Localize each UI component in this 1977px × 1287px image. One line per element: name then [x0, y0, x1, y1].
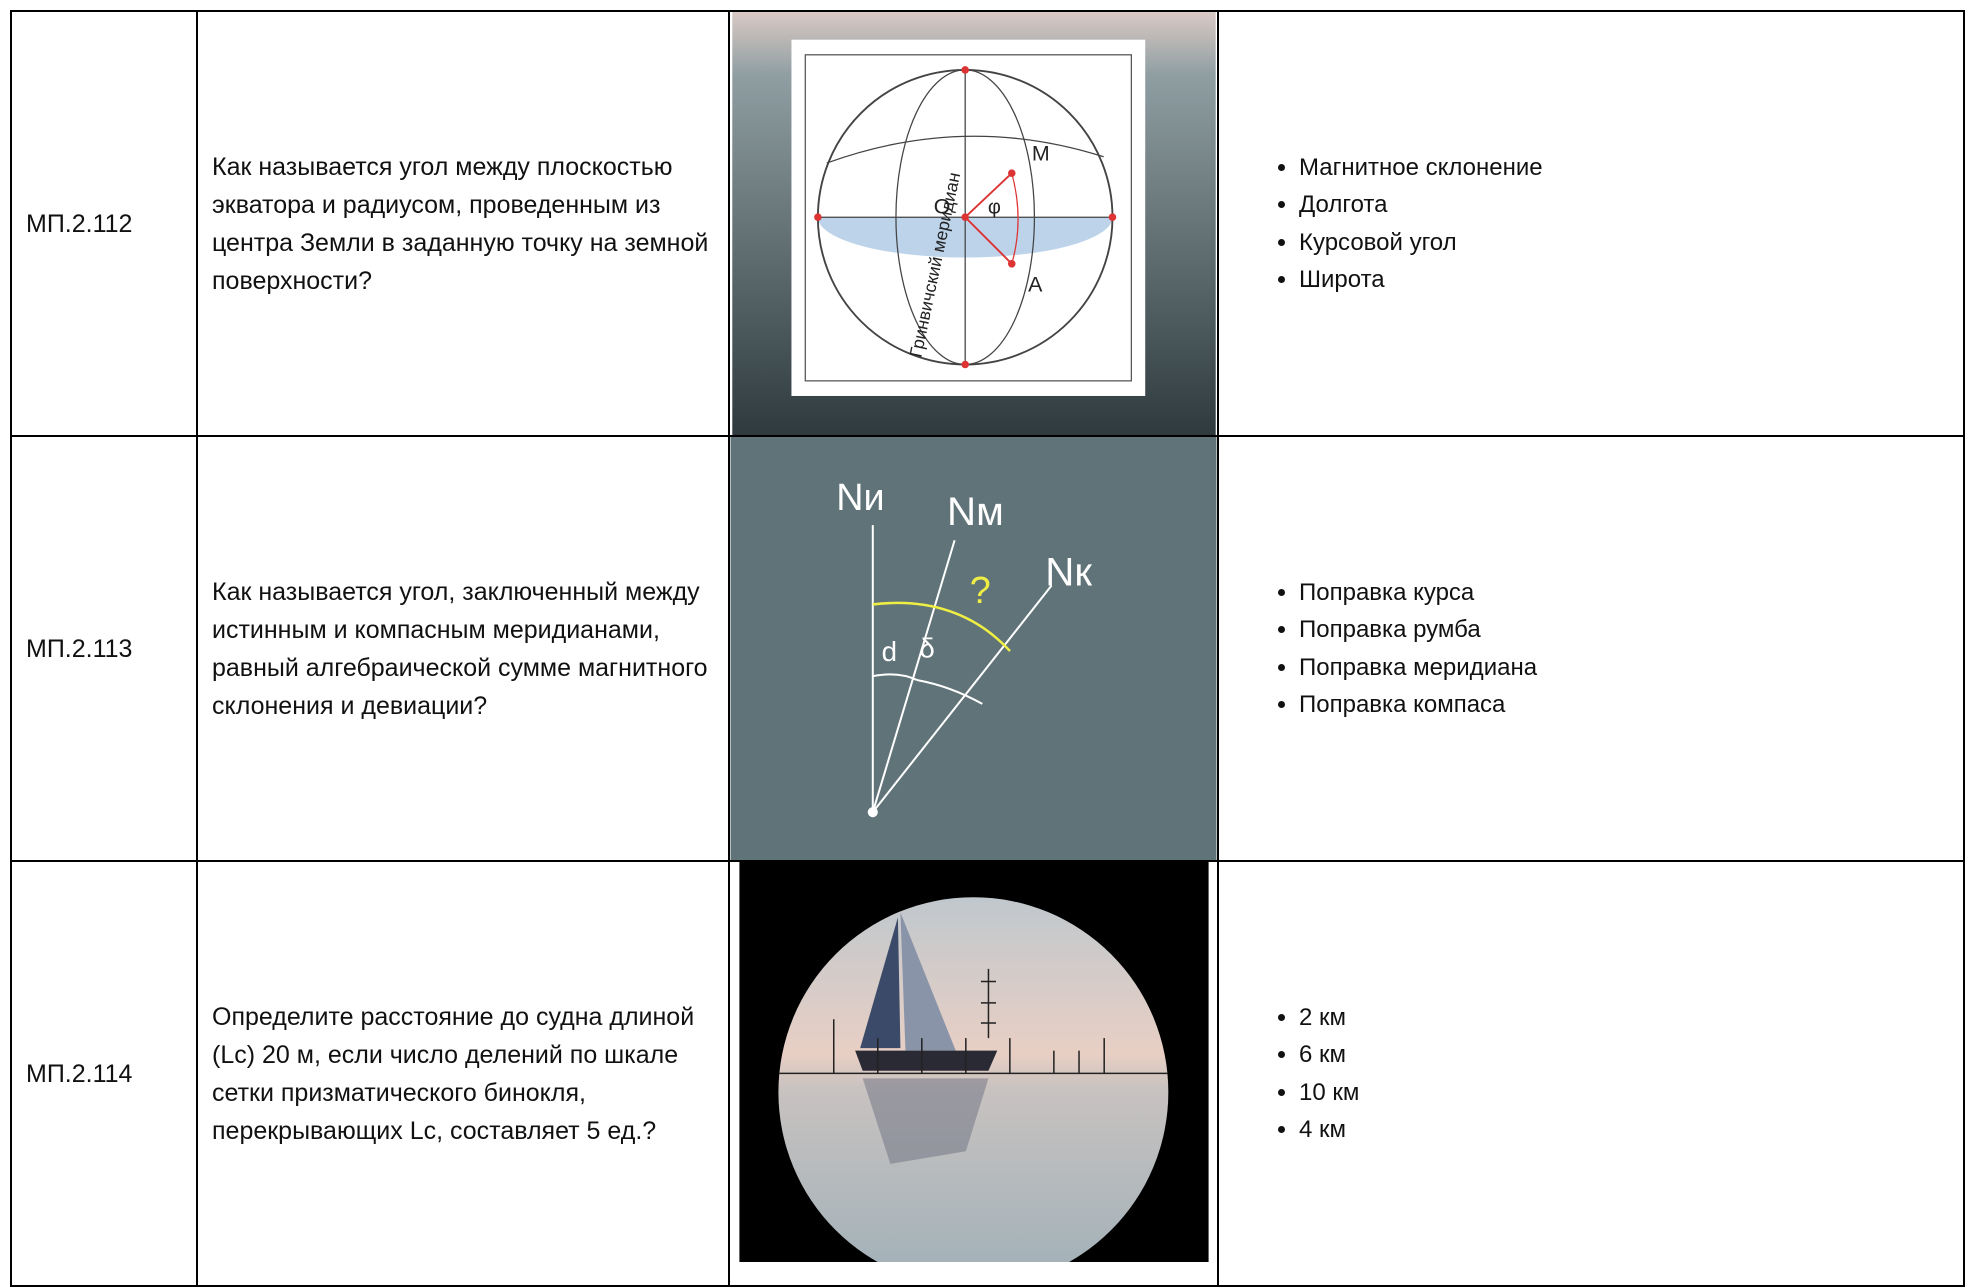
figure-label: φ: [987, 196, 1000, 218]
figure-label: δ: [919, 632, 934, 663]
question-code: МП.2.114: [10, 860, 198, 1287]
figure-label: Nк: [1045, 550, 1092, 595]
globe-figure: М О φ А Гринвичский меридиан: [731, 12, 1216, 435]
answer: Магнитное склонение: [1299, 149, 1949, 187]
answer-cell: Поправка курса Поправка румба Поправка м…: [1217, 435, 1965, 862]
table-row: МП.2.113 Как называется угол, заключенны…: [10, 435, 1965, 862]
answer: Долгота: [1299, 186, 1949, 224]
answer-list: Магнитное склонение Долгота Курсовой уго…: [1233, 149, 1949, 299]
answer: 10 км: [1299, 1074, 1949, 1112]
figure-label: Nм: [947, 489, 1004, 534]
table-row: МП.2.114 Определите расстояние до судна …: [10, 860, 1965, 1287]
answer: Поправка курса: [1299, 574, 1949, 612]
answer-list: Поправка курса Поправка румба Поправка м…: [1233, 574, 1949, 724]
figure-label: d: [882, 636, 897, 667]
figure-label: ?: [970, 570, 991, 612]
answer: 4 км: [1299, 1111, 1949, 1149]
question-text: Как называется угол, заключенный между и…: [196, 435, 730, 862]
figure-label: Nи: [836, 477, 884, 519]
question-code: МП.2.113: [10, 435, 198, 862]
figure-cell: [728, 860, 1219, 1287]
question-code: МП.2.112: [10, 10, 198, 437]
answer: 2 км: [1299, 999, 1949, 1037]
answer-list: 2 км 6 км 10 км 4 км: [1233, 999, 1949, 1149]
answer: Поправка компаса: [1299, 686, 1949, 724]
question-table: МП.2.112 Как называется угол между плоск…: [10, 10, 1965, 1287]
answer: Поправка румба: [1299, 611, 1949, 649]
figure-label: М: [1031, 142, 1049, 166]
figure-cell: М О φ А Гринвичский меридиан: [728, 10, 1219, 437]
answer: Широта: [1299, 261, 1949, 299]
answer: Поправка меридиана: [1299, 649, 1949, 687]
meridian-figure: Nи Nм Nк ? d δ: [730, 437, 1217, 860]
table-row: МП.2.112 Как называется угол между плоск…: [10, 10, 1965, 437]
binocular-figure: [738, 862, 1209, 1262]
answer: Курсовой угол: [1299, 224, 1949, 262]
figure-cell: Nи Nм Nк ? d δ: [728, 435, 1219, 862]
answer-cell: Магнитное склонение Долгота Курсовой уго…: [1217, 10, 1965, 437]
question-text: Определите расстояние до судна длиной (L…: [196, 860, 730, 1287]
figure-label: А: [1028, 272, 1043, 296]
answer: 6 км: [1299, 1036, 1949, 1074]
question-text: Как называется угол между плоскостью экв…: [196, 10, 730, 437]
answer-cell: 2 км 6 км 10 км 4 км: [1217, 860, 1965, 1287]
figure-label: О: [933, 194, 950, 218]
